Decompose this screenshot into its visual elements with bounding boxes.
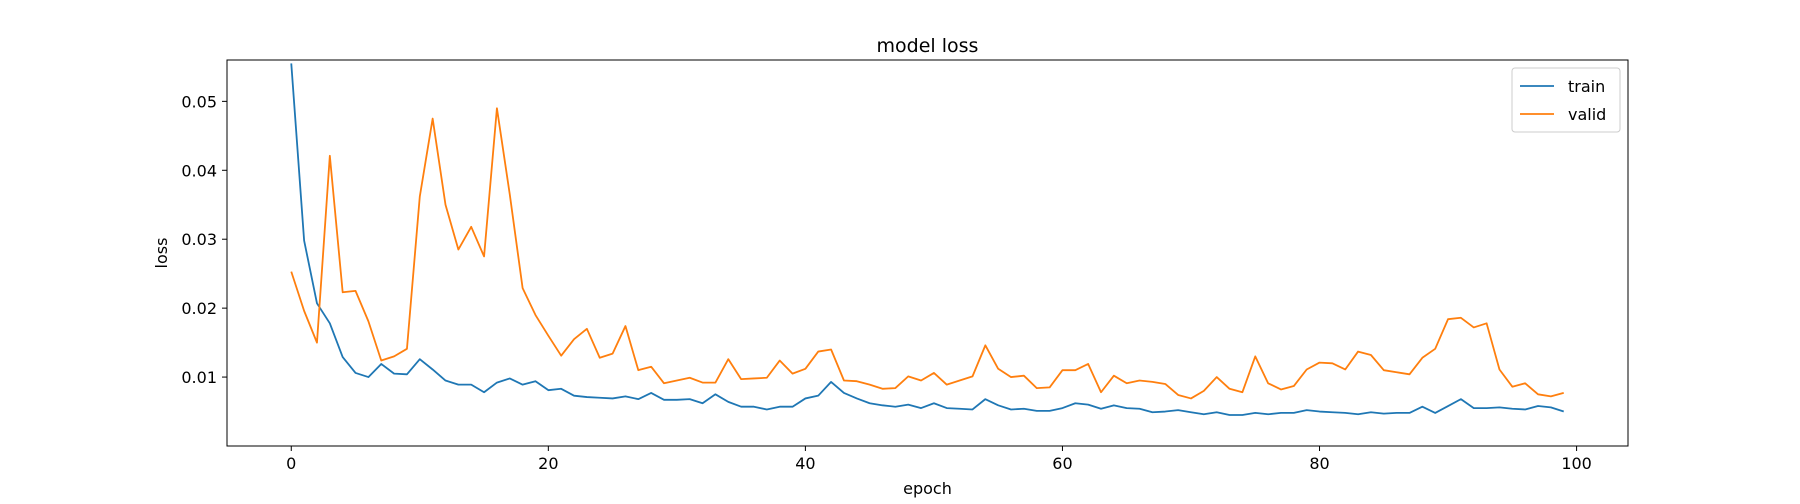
series-layer: [290, 63, 1565, 416]
y-tick-label: 0.04: [181, 161, 217, 180]
x-tick-label: 0: [286, 454, 296, 473]
x-tick-label: 80: [1309, 454, 1329, 473]
axes-frame: [226, 59, 1629, 447]
legend-box: [1511, 67, 1621, 133]
x-tick-label: 20: [538, 454, 558, 473]
y-axis-ticks: 0.01 0.02 0.03 0.04 0.05: [181, 92, 227, 387]
y-tick-label: 0.05: [181, 92, 217, 111]
series-line-train: [290, 63, 1565, 416]
legend: train valid: [1511, 67, 1621, 133]
y-tick-label: 0.02: [181, 299, 217, 318]
series-line-valid: [290, 107, 1564, 400]
y-axis-label: loss: [152, 238, 171, 269]
y-tick-label: 0.03: [181, 230, 217, 249]
y-tick-label: 0.01: [181, 368, 217, 387]
x-axis-label: epoch: [903, 479, 952, 498]
legend-label-valid: valid: [1568, 105, 1606, 124]
legend-label-train: train: [1568, 77, 1605, 96]
x-tick-label: 100: [1561, 454, 1592, 473]
x-tick-label: 40: [795, 454, 815, 473]
x-axis-ticks: 0 20 40 60 80 100: [286, 446, 1592, 473]
chart-title: model loss: [877, 35, 979, 57]
x-tick-label: 60: [1052, 454, 1072, 473]
